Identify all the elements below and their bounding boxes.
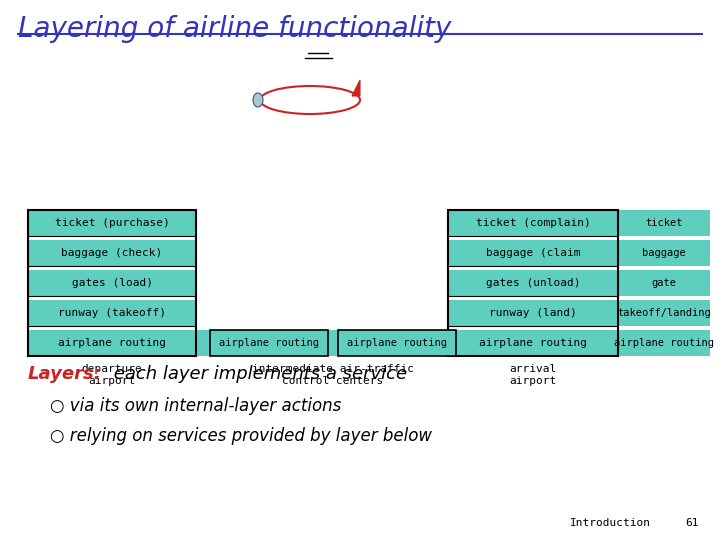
Bar <box>28 210 196 356</box>
Text: ticket (purchase): ticket (purchase) <box>55 218 169 228</box>
Bar <box>196 270 448 296</box>
Text: ○ via its own internal-layer actions: ○ via its own internal-layer actions <box>50 397 341 415</box>
Text: baggage (check): baggage (check) <box>61 248 163 258</box>
Text: Layers:: Layers: <box>28 365 102 383</box>
Text: baggage (claim: baggage (claim <box>486 248 580 258</box>
Text: takeoff/landing: takeoff/landing <box>617 308 711 318</box>
Ellipse shape <box>253 93 263 107</box>
Bar <box>196 210 448 236</box>
Bar <box>28 236 710 240</box>
Bar <box>28 300 710 326</box>
Text: arrival
airport: arrival airport <box>509 364 557 386</box>
Bar <box>28 210 710 236</box>
Text: runway (land): runway (land) <box>489 308 577 318</box>
Text: each layer implements a service: each layer implements a service <box>108 365 407 383</box>
Bar <box>196 300 448 326</box>
Text: airplane routing: airplane routing <box>614 338 714 348</box>
Polygon shape <box>352 80 360 96</box>
Text: departure
airport: departure airport <box>81 364 143 386</box>
Text: airplane routing: airplane routing <box>219 338 319 348</box>
Text: 61: 61 <box>685 518 698 528</box>
Bar <box>210 330 328 356</box>
Text: ticket: ticket <box>645 218 683 228</box>
Text: gates (load): gates (load) <box>71 278 153 288</box>
Ellipse shape <box>260 86 360 114</box>
Text: Introduction: Introduction <box>570 518 651 528</box>
Bar <box>28 270 710 296</box>
Polygon shape <box>295 96 328 114</box>
Text: airplane routing: airplane routing <box>479 338 587 348</box>
Text: ○ relying on services provided by layer below: ○ relying on services provided by layer … <box>50 427 432 445</box>
Bar <box>28 266 710 270</box>
Bar <box>196 240 448 266</box>
Bar <box>28 296 710 300</box>
Text: airplane routing: airplane routing <box>347 338 447 348</box>
Text: gates (unload): gates (unload) <box>486 278 580 288</box>
Text: ticket (complain): ticket (complain) <box>476 218 590 228</box>
Text: airplane routing: airplane routing <box>58 338 166 348</box>
Bar <box>338 330 456 356</box>
Text: gate: gate <box>652 278 677 288</box>
Bar <box>448 210 618 356</box>
Bar <box>28 240 710 266</box>
Bar <box>28 330 710 356</box>
Text: intermediate air-traffic
control centers: intermediate air-traffic control centers <box>252 364 414 386</box>
Text: baggage: baggage <box>642 248 686 258</box>
Text: runway (takeoff): runway (takeoff) <box>58 308 166 318</box>
Bar <box>28 326 710 330</box>
Text: Layering of airline functionality: Layering of airline functionality <box>18 15 451 43</box>
